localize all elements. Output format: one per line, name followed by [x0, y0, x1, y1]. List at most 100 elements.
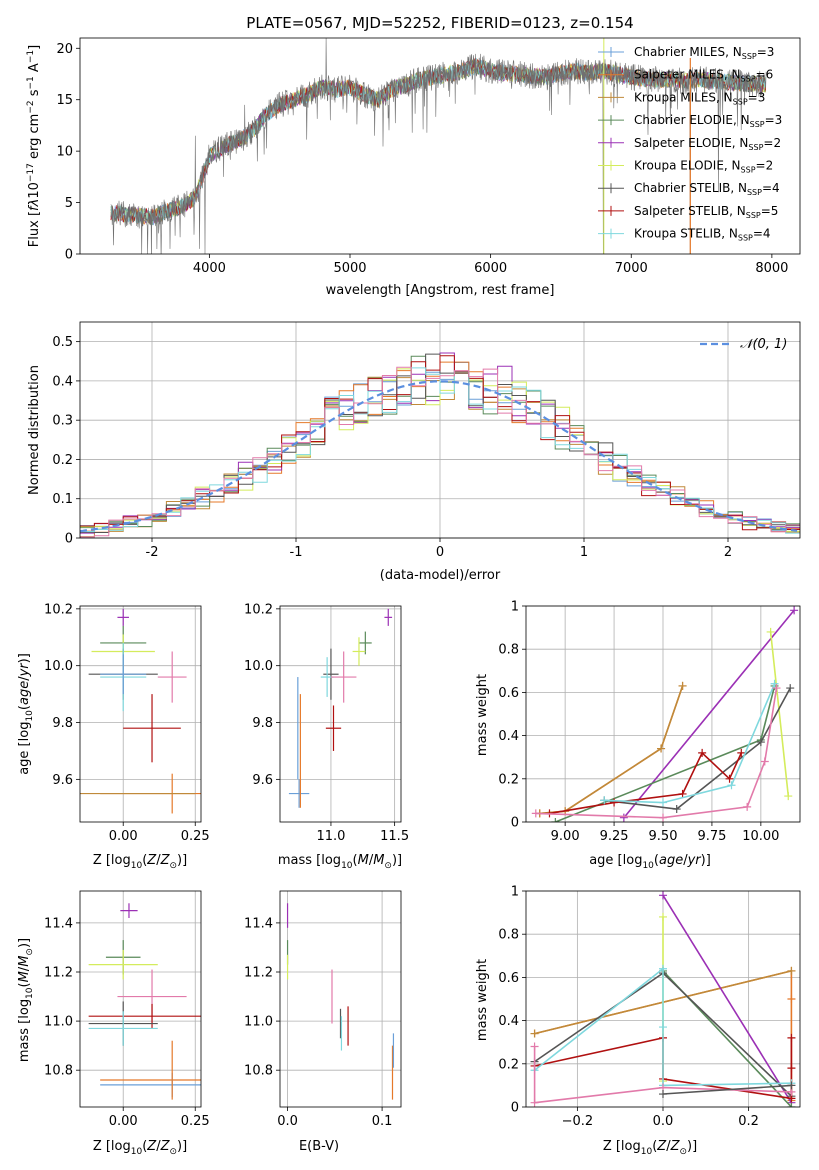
weight_vs_z-series-point: [787, 1103, 796, 1107]
spectrum-x-tick-label: 7000: [615, 261, 648, 276]
age-vs-mass-panel: mass [log10(M/M⊙)] 11.0 11.5 9.6 9.8 10.0 10.…: [244, 602, 409, 871]
weight_vs_age-y-tick-label: 1: [511, 600, 519, 615]
weight_vs_age-series-point: [737, 748, 746, 757]
weight_vs_z-series-point: [787, 1064, 796, 1073]
residuals-x-tick-label: 0: [436, 545, 444, 560]
weight_vs_z-series-point: [530, 1029, 539, 1038]
weight_vs_age-y-tick-label: 0.6: [498, 686, 519, 701]
weight_vs_age-series-point: [698, 748, 707, 757]
residual-histogram-pink: [80, 366, 800, 538]
weight_vs_z-y-tick-label: 0: [511, 1101, 519, 1116]
mass_vs_ebv-x-tick-label: 0.1: [372, 1114, 393, 1129]
weight_vs_z-series-line: [662, 1084, 792, 1095]
spectrum-legend-label: Chabrier ELODIE, NSSP=3: [634, 113, 782, 129]
spectrum-ylabel: Flux [fλ10−17 erg cm−2 s−1 A−1]: [26, 45, 42, 247]
age-z-ylabel: age [log10(age/yr)]: [17, 653, 35, 775]
spectrum-xlabel: wavelength [Angstrom, rest frame]: [326, 283, 555, 298]
weight-vs-z-panel: Z [log10(Z/Z⊙)] mass weight −0.2 0.0 0.2 0 0…: [475, 885, 801, 1157]
mass_vs_z-y-tick-label: 10.8: [44, 1064, 73, 1079]
spectrum-frame: [79, 37, 801, 255]
age_vs_mass-y-tick-label: 9.6: [252, 773, 273, 788]
age-mass-xlabel: mass [log10(M/M⊙)]: [278, 853, 402, 871]
weight_vs_z-series-point: [530, 1042, 539, 1051]
spectrum-legend-label: Salpeter MILES, NSSP=6: [634, 68, 773, 84]
weight_vs_age-series-line: [549, 751, 743, 815]
weight_vs_z-series-point: [787, 1033, 796, 1042]
weight_vs_z-series-point: [659, 964, 667, 973]
mass_vs_ebv-y-tick-label: 11.2: [244, 966, 273, 981]
weight_vs_z-x-tick-label: 0.2: [738, 1114, 759, 1129]
weight-vs-age-panel: age [log10(age/yr)] mass weight 9.00 9.25…: [475, 600, 801, 871]
weight_vs_z-series-line: [662, 894, 793, 1104]
age_vs_mass-plot-area: [288, 608, 393, 808]
weight_vs_z-axes: −0.2 0.0 0.2 0 0.2 0.4 0.6 0.8 1: [498, 885, 801, 1129]
age_vs_z-grid: [80, 606, 201, 822]
mass_vs_ebv-y-tick-label: 10.8: [244, 1064, 273, 1079]
spectrum-legend-label: Salpeter ELODIE, NSSP=2: [634, 136, 781, 152]
spectrum-panel: PLATE=0567, MJD=52252, FIBERID=0123, z=0…: [26, 14, 801, 298]
weight_vs_z-plot-area: [530, 891, 796, 1107]
normal-curve: [80, 380, 798, 533]
weight_vs_age-series-point: [610, 798, 619, 807]
residuals-xlabel: (data-model)/error: [380, 568, 501, 583]
mass_vs_z-y-tick-label: 11.0: [44, 1015, 73, 1030]
weight_vs_age-y-tick-label: 0.4: [498, 729, 519, 744]
residuals-y-tick-label: 0.5: [52, 335, 73, 350]
spectrum-x-tick-label: 6000: [474, 261, 507, 276]
weight_vs_age-series-point: [619, 813, 628, 822]
spectrum-y-tick-label: 5: [65, 196, 73, 211]
age_vs_z-y-tick-label: 10.0: [44, 659, 73, 674]
mass-z-xlabel: Z [log10(Z/Z⊙)]: [93, 1139, 187, 1157]
residuals-frame: [79, 321, 801, 539]
spectrum-legend-label: Chabrier STELIB, NSSP=4: [634, 181, 780, 197]
weight_vs_age-y-tick-label: 0.2: [498, 772, 519, 787]
weight_vs_age-frame: [525, 605, 801, 823]
weight_vs_age-series-point: [659, 813, 667, 822]
weight_vs_z-series-line: [534, 1036, 793, 1100]
age_vs_z-x-tick-label: 0.25: [181, 829, 210, 844]
weight_vs_age-series-point: [790, 606, 799, 615]
residuals-y-tick-label: 0.2: [52, 453, 73, 468]
weight_vs_age-axes: 9.00 9.25 9.50 9.75 10.00 0 0.2 0.4 0.6 0.8 1: [498, 600, 801, 844]
age-z-xlabel: Z [log10(Z/Z⊙)]: [93, 853, 187, 871]
mass_vs_z-x-tick-label: 0.25: [181, 1114, 210, 1129]
residuals-y-tick-label: 0.1: [52, 492, 73, 507]
weight-z-ylabel: mass weight: [475, 959, 490, 1041]
spectrum-y-tick-label: 20: [56, 42, 73, 57]
weight_vs_age-series-point: [756, 738, 765, 747]
age_vs_z-x-tick-label: 0.00: [109, 829, 138, 844]
weight_vs_z-series-point: [659, 1023, 667, 1032]
mass_vs_z-y-tick-label: 11.4: [44, 916, 73, 931]
mass-vs-ebv-panel: E(B-V) 0.0 0.1 10.8 11.0 11.2 11.4: [244, 890, 402, 1154]
mass-vs-z-panel: Z [log10(Z/Z⊙)] mass [log10(M/M⊙)] 0.00 0…: [17, 890, 210, 1157]
residuals-axes: -2 -1 0 1 2 0 0.1 0.2 0.3 0.4 0.5 𝒩(0, 1): [52, 321, 801, 560]
weight_vs_z-frame: [525, 890, 801, 1108]
age_vs_mass-y-tick-label: 10.2: [244, 602, 273, 617]
weight_vs_z-x-tick-label: −0.2: [562, 1114, 594, 1129]
weight_vs_z-x-tick-label: 0.0: [653, 1114, 674, 1129]
weight_vs_z-series-point: [787, 966, 796, 975]
residuals-y-tick-label: 0.3: [52, 414, 73, 429]
weight_vs_age-series-point: [551, 818, 560, 822]
spectrum-legend-label: Kroupa ELODIE, NSSP=2: [634, 159, 773, 175]
age_vs_z-plot-area: [80, 608, 201, 814]
weight_vs_z-series-point: [659, 1090, 667, 1099]
spectrum-legend-label: Salpeter STELIB, NSSP=5: [634, 204, 778, 220]
residual-histogram-salpeter_stelib: [80, 355, 800, 531]
residuals-x-tick-label: 2: [724, 545, 732, 560]
residuals-y-tick-label: 0: [65, 532, 73, 547]
weight_vs_age-series-point: [766, 627, 775, 636]
mass_vs_z-x-tick-label: 0.00: [109, 1114, 138, 1129]
residuals-plot-area: [80, 352, 800, 538]
weight_vs_z-y-tick-label: 0.8: [498, 928, 519, 943]
weight_vs_age-series-line: [769, 631, 790, 797]
weight_vs_age-series-point: [786, 684, 795, 693]
mass_vs_ebv-y-tick-label: 11.4: [244, 916, 273, 931]
weight-age-xlabel: age [log10(age/yr)]: [589, 853, 711, 871]
weight_vs_age-x-tick-label: 9.25: [600, 829, 629, 844]
age-vs-z-panel: Z [log10(Z/Z⊙)] age [log10(age/yr)] 0.00…: [17, 602, 210, 871]
age_vs_mass-y-tick-label: 10.0: [244, 659, 273, 674]
weight_vs_age-x-tick-label: 9.75: [697, 829, 726, 844]
